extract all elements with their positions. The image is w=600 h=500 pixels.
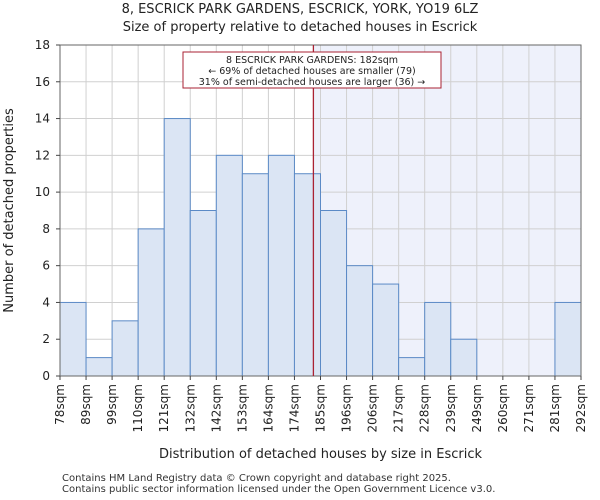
y-tick-label: 14 <box>35 112 50 126</box>
footer-licence: Contains public sector information licen… <box>62 484 496 495</box>
histogram-bar <box>137 228 165 377</box>
histogram-bar <box>189 210 217 377</box>
x-tick-label: 78sqm <box>53 384 67 425</box>
x-tick-label: 271sqm <box>522 384 536 432</box>
y-axis-label: Number of detached properties <box>2 108 17 313</box>
y-tick-label: 12 <box>35 148 50 162</box>
histogram-bar <box>450 338 478 377</box>
footer-copyright: Contains HM Land Registry data © Crown c… <box>62 473 451 484</box>
histogram-bar <box>111 320 139 377</box>
x-tick-label: 121sqm <box>157 384 171 432</box>
x-tick-label: 142sqm <box>209 384 223 432</box>
annotation-box <box>182 51 442 89</box>
x-tick-label: 153sqm <box>235 384 249 432</box>
x-tick-label: 281sqm <box>548 384 562 432</box>
x-tick-label: 239sqm <box>444 384 458 432</box>
histogram-bar <box>554 301 582 377</box>
annotation-line: 8 ESCRICK PARK GARDENS: 182sqm <box>226 55 398 66</box>
histogram-bar <box>267 154 295 377</box>
x-tick-label: 206sqm <box>366 384 380 432</box>
chart-title: 8, ESCRICK PARK GARDENS, ESCRICK, YORK, … <box>121 2 479 17</box>
histogram-bar <box>85 357 113 377</box>
x-axis-label: Distribution of detached houses by size … <box>159 447 482 462</box>
x-tick-label: 89sqm <box>79 384 93 425</box>
annotation-line: 31% of semi-detached houses are larger (… <box>199 77 426 88</box>
y-tick-label: 2 <box>42 332 50 346</box>
chart-subtitle: Size of property relative to detached ho… <box>122 20 478 35</box>
annotation-line: ← 69% of detached houses are smaller (79… <box>208 66 415 77</box>
x-tick-label: 164sqm <box>261 384 275 432</box>
histogram-bar <box>320 210 348 377</box>
histogram-bar <box>215 154 243 377</box>
x-tick-label: 185sqm <box>314 384 328 432</box>
x-tick-label: 260sqm <box>496 384 510 432</box>
x-tick-label: 132sqm <box>183 384 197 432</box>
x-tick-label: 174sqm <box>287 384 301 432</box>
x-tick-label: 292sqm <box>574 384 588 432</box>
y-tick-label: 6 <box>42 259 50 273</box>
x-tick-label: 99sqm <box>105 384 119 425</box>
y-tick-label: 4 <box>42 295 50 309</box>
x-tick-label: 217sqm <box>392 384 406 432</box>
x-tick-label: 196sqm <box>340 384 354 432</box>
y-tick-label: 8 <box>42 222 50 236</box>
x-tick-label: 228sqm <box>418 384 432 432</box>
histogram-bar <box>398 357 426 377</box>
histogram-bar <box>346 265 374 377</box>
histogram-bar <box>241 173 269 377</box>
histogram-bar <box>59 301 87 377</box>
histogram-bar <box>424 301 452 377</box>
y-tick-label: 0 <box>42 369 50 383</box>
histogram-bar <box>293 173 322 377</box>
y-tick-label: 16 <box>35 75 50 89</box>
x-tick-label: 110sqm <box>131 384 145 432</box>
histogram-bar <box>372 283 400 377</box>
y-tick-label: 10 <box>35 185 50 199</box>
histogram-bar <box>163 118 191 377</box>
y-tick-label: 18 <box>35 38 50 52</box>
x-tick-label: 249sqm <box>470 384 484 432</box>
